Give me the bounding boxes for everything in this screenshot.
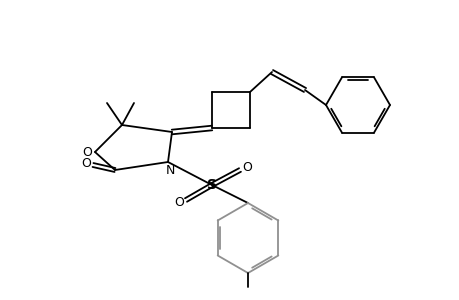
Text: O: O (81, 157, 91, 169)
Text: O: O (82, 146, 92, 158)
Text: S: S (207, 178, 217, 192)
Text: O: O (174, 196, 184, 209)
Text: O: O (241, 160, 252, 173)
Text: N: N (165, 164, 174, 176)
